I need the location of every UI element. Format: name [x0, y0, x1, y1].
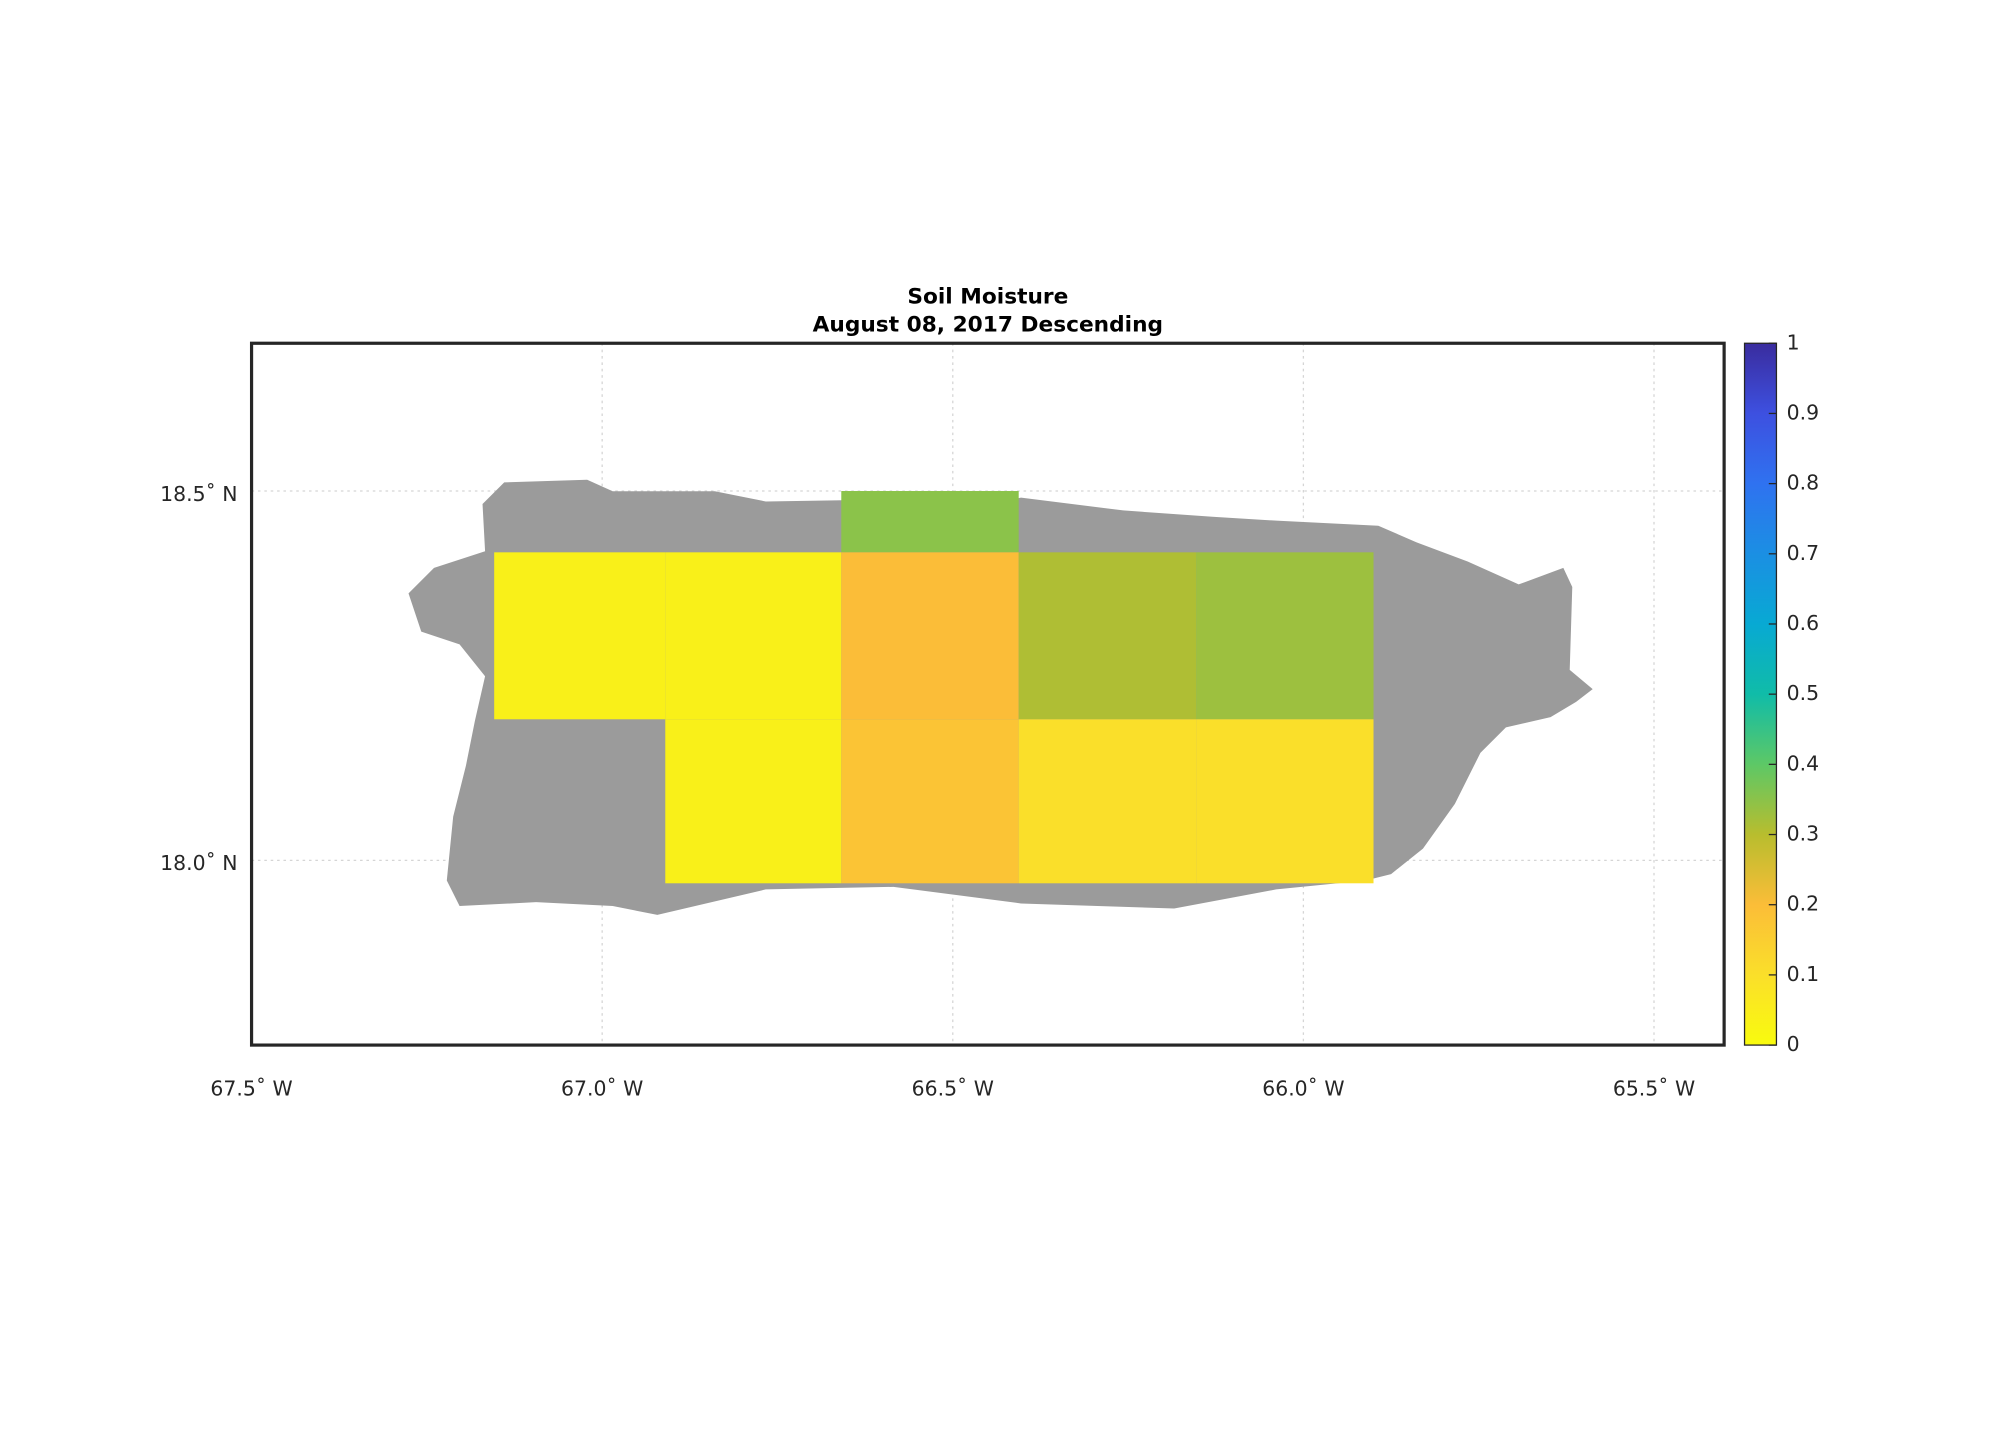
- x-tick-label: 65.5˚ W: [1613, 1077, 1695, 1101]
- moisture-cell: [1018, 719, 1197, 884]
- moisture-cell: [1196, 719, 1374, 884]
- colorbar-tick-label: 0.7: [1787, 541, 1819, 565]
- x-tick-label: 67.5˚ W: [210, 1077, 292, 1101]
- x-tick-label: 67.0˚ W: [561, 1077, 643, 1101]
- colorbar-tick-label: 0.8: [1787, 471, 1819, 495]
- moisture-cell: [665, 552, 842, 720]
- x-tick-label: 66.0˚ W: [1262, 1077, 1344, 1101]
- moisture-cell: [1196, 552, 1374, 720]
- colorbar-tick-label: 0.4: [1787, 751, 1819, 775]
- cells: [494, 491, 1374, 884]
- plot-frame: [249, 341, 1726, 1047]
- x-tick-label: 66.5˚ W: [912, 1077, 994, 1101]
- moisture-cell: [494, 552, 666, 720]
- moisture-cell: [665, 719, 842, 884]
- chart-title: Soil Moisture: [907, 284, 1068, 309]
- colorbar-tick-label: 0: [1787, 1032, 1800, 1056]
- y-tick-label: 18.5˚ N: [160, 482, 237, 506]
- colorbar-tick-label: 0.6: [1787, 611, 1819, 635]
- colorbar-tick-label: 0.9: [1787, 400, 1819, 424]
- y-tick-label: 18.0˚ N: [160, 851, 237, 875]
- colorbar-tick-label: 0.1: [1787, 962, 1819, 986]
- moisture-cell: [841, 719, 1019, 884]
- chart-subtitle: August 08, 2017 Descending: [813, 312, 1163, 337]
- moisture-cell: [841, 491, 1019, 553]
- colorbar-tick-label: 0.3: [1787, 822, 1819, 846]
- colorbar-tick-label: 0.5: [1787, 681, 1819, 705]
- moisture-cell: [1018, 552, 1197, 720]
- colorbar-tick-label: 1: [1787, 330, 1800, 354]
- colorbar-tick-label: 0.2: [1787, 892, 1819, 916]
- moisture-cell: [841, 552, 1019, 720]
